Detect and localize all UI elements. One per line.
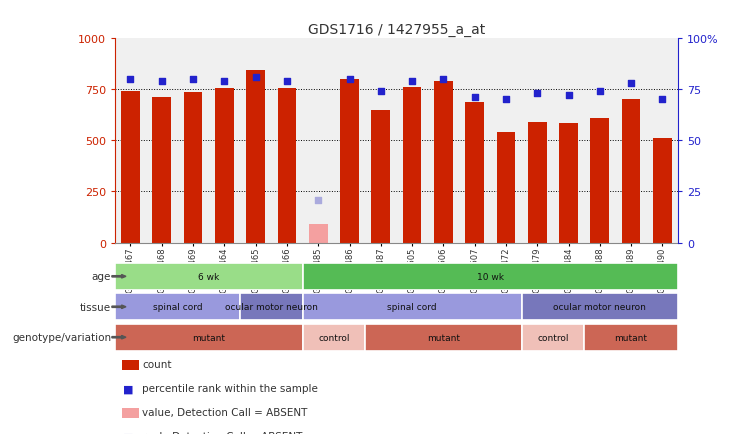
Text: spinal cord: spinal cord	[388, 302, 437, 312]
Bar	[153, 98, 171, 243]
Text: 6 wk: 6 wk	[198, 272, 219, 281]
Text: count: count	[142, 360, 172, 369]
Bar	[496, 133, 515, 243]
Bar	[302, 293, 522, 321]
Bar	[240, 293, 302, 321]
Bar	[559, 124, 578, 243]
Text: 10 wk: 10 wk	[476, 272, 504, 281]
Point	[594, 89, 605, 95]
Bar	[115, 263, 302, 290]
Text: genotype/variation: genotype/variation	[12, 332, 111, 342]
Bar	[371, 110, 391, 243]
Bar	[278, 89, 296, 243]
Text: spinal cord: spinal cord	[153, 302, 202, 312]
Point	[219, 79, 230, 85]
Bar	[591, 118, 609, 243]
Text: age: age	[92, 272, 111, 282]
Text: percentile rank within the sample: percentile rank within the sample	[142, 384, 318, 393]
Text: ■: ■	[123, 384, 133, 393]
Bar	[115, 324, 302, 351]
Text: ocular motor neuron: ocular motor neuron	[225, 302, 318, 312]
Bar	[522, 293, 678, 321]
Text: mutant: mutant	[614, 333, 648, 342]
Text: value, Detection Call = ABSENT: value, Detection Call = ABSENT	[142, 408, 308, 417]
Point	[531, 91, 543, 98]
Bar	[121, 92, 140, 243]
Text: control: control	[537, 333, 568, 342]
Point	[312, 197, 324, 204]
Bar	[184, 93, 202, 243]
Text: control: control	[318, 333, 350, 342]
Point	[562, 93, 574, 100]
Point	[250, 74, 262, 81]
Bar	[622, 100, 640, 243]
Point	[124, 76, 136, 83]
Bar	[402, 88, 422, 243]
Bar	[365, 324, 522, 351]
Bar	[302, 324, 365, 351]
Title: GDS1716 / 1427955_a_at: GDS1716 / 1427955_a_at	[308, 23, 485, 36]
Point	[406, 79, 418, 85]
Bar	[215, 89, 233, 243]
Bar	[522, 324, 584, 351]
Point	[657, 97, 668, 104]
Bar	[584, 324, 678, 351]
Point	[375, 89, 387, 95]
Bar	[528, 123, 547, 243]
Bar	[653, 139, 672, 243]
Bar	[115, 293, 240, 321]
Point	[187, 76, 199, 83]
Bar	[340, 80, 359, 243]
Text: mutant: mutant	[192, 333, 225, 342]
Point	[500, 97, 512, 104]
Text: mutant: mutant	[427, 333, 460, 342]
Bar	[246, 71, 265, 243]
Text: ocular motor neuron: ocular motor neuron	[554, 302, 646, 312]
Bar	[434, 82, 453, 243]
Point	[281, 79, 293, 85]
Bar	[302, 263, 678, 290]
Text: rank, Detection Call = ABSENT: rank, Detection Call = ABSENT	[142, 431, 302, 434]
Point	[156, 79, 167, 85]
Point	[625, 80, 637, 87]
Text: ■: ■	[123, 431, 133, 434]
Bar	[309, 225, 328, 243]
Point	[469, 95, 481, 102]
Point	[344, 76, 356, 83]
Point	[437, 76, 449, 83]
Bar	[465, 102, 484, 243]
Text: tissue: tissue	[80, 302, 111, 312]
